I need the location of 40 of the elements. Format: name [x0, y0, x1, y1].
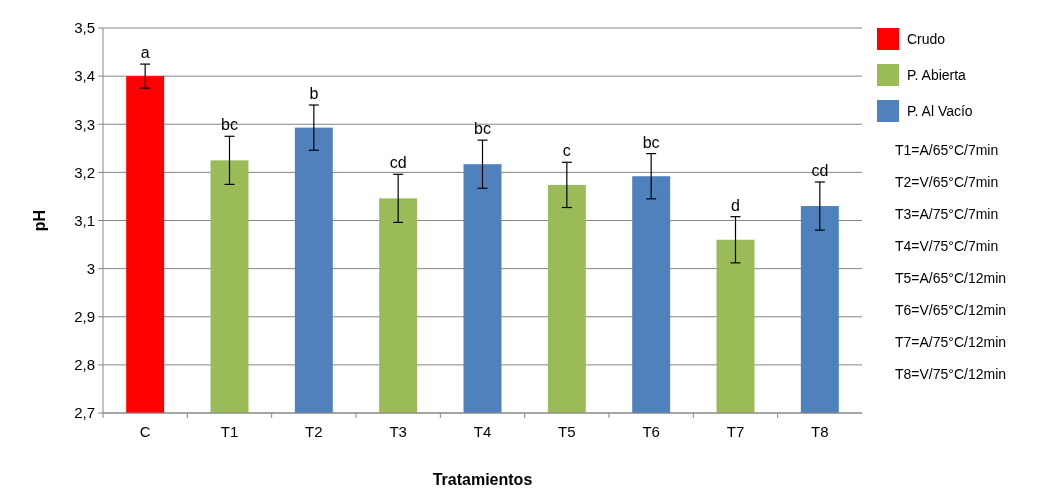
text: T8=V/75°C/12min	[895, 365, 1007, 382]
annotation: c	[562, 142, 571, 160]
text: T1=A/65°C/7min	[895, 141, 999, 158]
y-tick-label: 2,8	[74, 356, 95, 374]
annotation: bc	[221, 116, 238, 134]
legend-label: P. Al Vacío	[907, 102, 973, 119]
x-tick-label: T6	[642, 423, 660, 440]
x-tick-label: T5	[558, 423, 576, 440]
y-tick-label: 3,1	[74, 211, 95, 229]
y-tick-label: 3,2	[74, 163, 95, 181]
text: T2=V/65°C/7min	[895, 173, 999, 190]
y-axis-title: pH	[31, 209, 48, 232]
annotation: bc	[642, 133, 660, 151]
x-tick-label: T2	[305, 423, 323, 440]
x-tick-label: T8	[811, 423, 829, 440]
annotation: cd	[389, 154, 407, 172]
x-tick-label: T7	[726, 423, 745, 440]
x-tick-label: T3	[389, 423, 407, 440]
y-tick-label: 3,3	[74, 115, 95, 133]
annotation: d	[731, 196, 740, 214]
x-tick-label: T1	[220, 423, 239, 440]
text: T7=A/75°C/12min	[895, 333, 1007, 350]
y-tick-label: 3	[86, 259, 95, 277]
annotation: b	[309, 85, 319, 102]
x-tick-label: T4	[473, 423, 492, 440]
y-tick-label: 2,7	[74, 404, 95, 422]
y-tick-label: 3,4	[74, 67, 95, 85]
annotation: bc	[474, 120, 491, 138]
legend-label: P. Abierta	[907, 66, 967, 83]
y-tick-label: 2,9	[74, 308, 95, 325]
text: T3=A/75°C/7min	[895, 205, 999, 222]
text: T5=A/65°C/12min	[895, 269, 1007, 286]
annotation: a	[140, 44, 150, 62]
x-tick-label: C	[139, 423, 151, 440]
annotation: cd	[811, 162, 829, 179]
text: T6=V/65°C/12min	[895, 301, 1007, 318]
x-axis-title: Tratamientos	[432, 471, 533, 488]
legend-label: Crudo	[907, 30, 946, 47]
y-tick-label: 3,5	[74, 19, 95, 37]
text: T4=V/75°C/7min	[895, 237, 999, 254]
